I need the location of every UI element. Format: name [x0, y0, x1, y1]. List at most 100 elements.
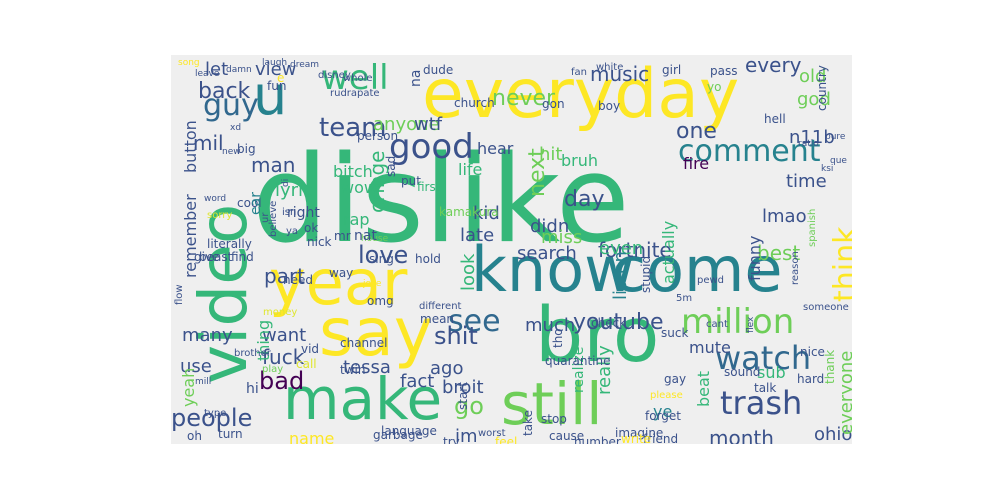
word-149: vid — [301, 342, 320, 356]
word-194: laugh — [262, 58, 288, 68]
word-56: wow — [341, 178, 377, 197]
word-136: start — [456, 382, 470, 410]
word-44: view — [255, 59, 297, 80]
word-172: sorry — [207, 210, 233, 221]
word-166: mr — [334, 229, 351, 243]
word-178: ear — [248, 192, 264, 215]
word-120: stupid — [639, 255, 653, 293]
word-47: wtf — [414, 114, 443, 135]
word-45: let — [205, 59, 229, 80]
word-159: find — [231, 250, 254, 264]
word-84: bruh — [561, 151, 599, 170]
word-147: brother — [234, 348, 271, 359]
word-25: shit — [434, 322, 478, 350]
word-40: mil — [193, 131, 224, 155]
word-7: say — [319, 294, 433, 371]
word-71: beat — [694, 370, 713, 407]
word-55: part — [264, 264, 306, 288]
word-185: first — [417, 180, 441, 194]
word-86: bitch — [333, 162, 373, 181]
word-14: comment — [678, 134, 821, 169]
word-0: dislike — [252, 131, 630, 270]
word-144: hi — [246, 381, 259, 397]
word-127: write — [621, 432, 652, 444]
word-186: fun — [267, 79, 287, 93]
word-24: love — [358, 241, 409, 269]
word-28: month — [709, 426, 774, 444]
word-68: fact — [400, 371, 435, 392]
word-15: million — [681, 302, 795, 342]
word-78: button — [181, 120, 200, 173]
word-83: fire — [683, 154, 710, 173]
word-183: person — [357, 129, 399, 143]
word-77: remember — [181, 194, 200, 278]
word-50: kid — [473, 203, 500, 224]
word-16: watch — [715, 339, 812, 377]
word-138: try — [443, 435, 460, 444]
word-115: sound — [724, 365, 761, 379]
word-11: well — [321, 58, 389, 98]
word-29: never — [492, 86, 556, 111]
word-27: go — [454, 392, 484, 420]
word-106: que — [830, 156, 847, 166]
word-9: still — [501, 370, 603, 438]
word-100: boy — [598, 99, 621, 113]
word-107: ksi — [821, 164, 834, 174]
word-57: rap — [343, 210, 370, 229]
word-137: worst — [478, 428, 506, 439]
word-41: man — [251, 153, 296, 177]
word-135: check — [591, 316, 627, 330]
word-170: di — [281, 178, 291, 187]
word-169: isn — [282, 207, 297, 218]
word-81: miss — [541, 227, 583, 248]
word-108: spanish — [807, 208, 818, 247]
word-22: bad — [259, 367, 305, 395]
word-187: e — [277, 71, 285, 85]
word-73: use — [180, 356, 212, 377]
word-141: type — [204, 408, 227, 419]
word-72: everyone — [836, 350, 852, 435]
word-184: put — [401, 174, 421, 188]
word-98: yo — [707, 80, 722, 94]
word-192: damn — [226, 65, 252, 75]
word-17: trash — [720, 384, 803, 422]
word-60: late — [460, 225, 495, 246]
word-196: disney — [318, 70, 351, 81]
word-74: many — [182, 325, 233, 346]
word-116: flex — [746, 316, 756, 333]
word-152: mean — [420, 312, 455, 326]
word-52: even — [599, 238, 644, 259]
word-114: talk — [754, 381, 777, 395]
word-155: joke — [363, 279, 382, 289]
word-85: hear — [477, 139, 514, 158]
word-36: fortnite — [598, 238, 672, 262]
word-87: life — [458, 160, 483, 179]
word-49: day — [564, 187, 605, 212]
word-38: time — [786, 171, 827, 192]
word-88: name — [289, 429, 335, 445]
word-39: lmao — [762, 206, 807, 227]
word-146: play — [262, 364, 284, 375]
word-97: white — [596, 62, 624, 73]
word-130: take — [521, 410, 535, 436]
word-19: team — [319, 113, 387, 143]
word-191: song — [178, 58, 200, 68]
word-134: tho — [551, 328, 565, 348]
word-51: search — [517, 243, 577, 264]
word-151: twin — [340, 363, 366, 377]
word-8: make — [283, 365, 443, 433]
word-1: everyday — [422, 55, 740, 134]
word-110: someone — [803, 302, 849, 313]
word-177: beast — [199, 250, 233, 264]
word-10: u — [253, 64, 288, 127]
word-142: turn — [218, 427, 243, 441]
word-58: look — [458, 253, 479, 291]
word-154: omg — [367, 294, 394, 308]
word-109: reason — [790, 251, 801, 285]
word-157: money — [263, 307, 298, 318]
word-65: ago — [430, 358, 464, 379]
word-95: pass — [710, 64, 738, 78]
word-3: know — [471, 233, 635, 306]
word-112: thank — [823, 349, 837, 384]
word-160: way — [329, 266, 354, 280]
